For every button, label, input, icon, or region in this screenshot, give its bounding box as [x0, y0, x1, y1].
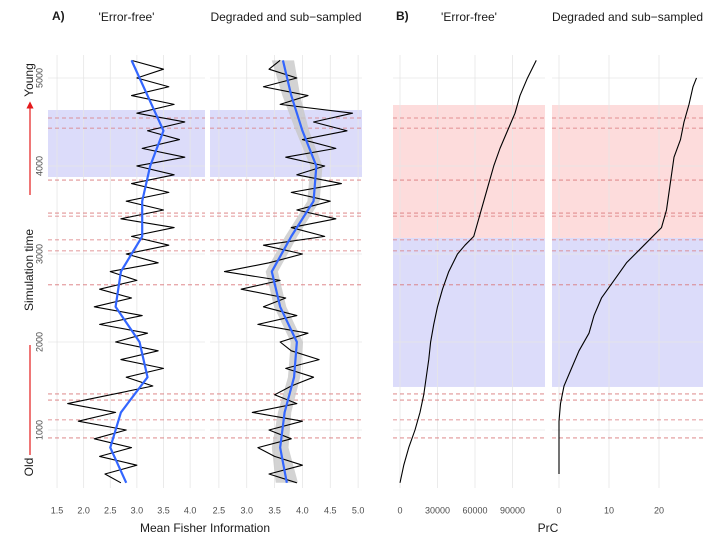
x-tick-label: 0	[397, 505, 402, 515]
series-line	[109, 59, 165, 484]
panel-label: B)	[396, 9, 409, 23]
x-axis-label: Mean Fisher Information	[140, 521, 270, 535]
shaded-band	[552, 237, 703, 387]
x-tick-label: 1.5	[51, 505, 64, 515]
y-tick-label: 4000	[34, 156, 44, 176]
x-tick-label: 30000	[425, 505, 450, 515]
x-tick-label: 20	[654, 505, 664, 515]
y-tick-label: 2000	[34, 332, 44, 352]
y-tick-label: 3000	[34, 244, 44, 264]
series-line	[223, 59, 354, 484]
x-tick-label: 3.0	[240, 505, 253, 515]
x-tick-label: 10	[604, 505, 614, 515]
x-tick-label: 4.0	[184, 505, 197, 515]
shaded-band	[393, 104, 545, 238]
x-tick-label: 2.5	[213, 505, 226, 515]
x-tick-label: 3.0	[131, 505, 144, 515]
x-tick-label: 2.5	[104, 505, 117, 515]
x-tick-label: 3.5	[157, 505, 170, 515]
y-top-label: Young	[22, 63, 36, 97]
shaded-band	[48, 110, 205, 177]
series-line	[67, 59, 186, 484]
series-line	[270, 60, 318, 484]
shaded-band	[552, 104, 703, 238]
panel-title: Degraded and sub−sampled	[210, 10, 361, 24]
x-axis-label: PrC	[538, 521, 559, 535]
x-tick-label: 60000	[462, 505, 487, 515]
x-tick-label: 4.0	[296, 505, 309, 515]
x-tick-label: 4.5	[324, 505, 337, 515]
x-tick-label: 90000	[500, 505, 525, 515]
y-tick-label: 1000	[34, 420, 44, 440]
series-line	[558, 77, 698, 475]
x-tick-label: 2.0	[77, 505, 90, 515]
x-tick-label: 3.5	[268, 505, 281, 515]
series-line	[399, 60, 537, 483]
panel-title: 'Error-free'	[441, 10, 497, 24]
x-tick-label: 0	[556, 505, 561, 515]
shaded-band	[210, 110, 362, 177]
y-axis-label: Simulation time	[22, 229, 36, 311]
panel-title: 'Error-free'	[99, 10, 155, 24]
x-tick-label: 5.0	[352, 505, 365, 515]
y-bottom-label: Old	[22, 458, 36, 477]
confidence-ribbon	[265, 60, 323, 483]
y-tick-label: 5000	[34, 68, 44, 88]
panel-label: A)	[52, 9, 65, 23]
shaded-band	[393, 237, 545, 387]
panel-title: Degraded and sub−sampled	[552, 10, 703, 24]
